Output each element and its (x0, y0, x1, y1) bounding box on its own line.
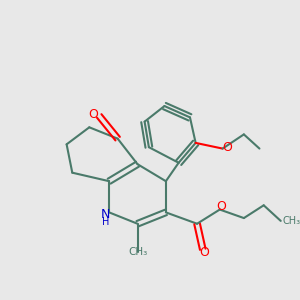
Text: O: O (88, 108, 98, 121)
Text: N: N (101, 208, 110, 221)
Text: O: O (216, 200, 226, 213)
Text: O: O (199, 246, 209, 259)
Text: CH₃: CH₃ (128, 247, 147, 257)
Text: CH₃: CH₃ (282, 216, 300, 226)
Text: O: O (222, 141, 232, 154)
Text: H: H (102, 217, 110, 227)
